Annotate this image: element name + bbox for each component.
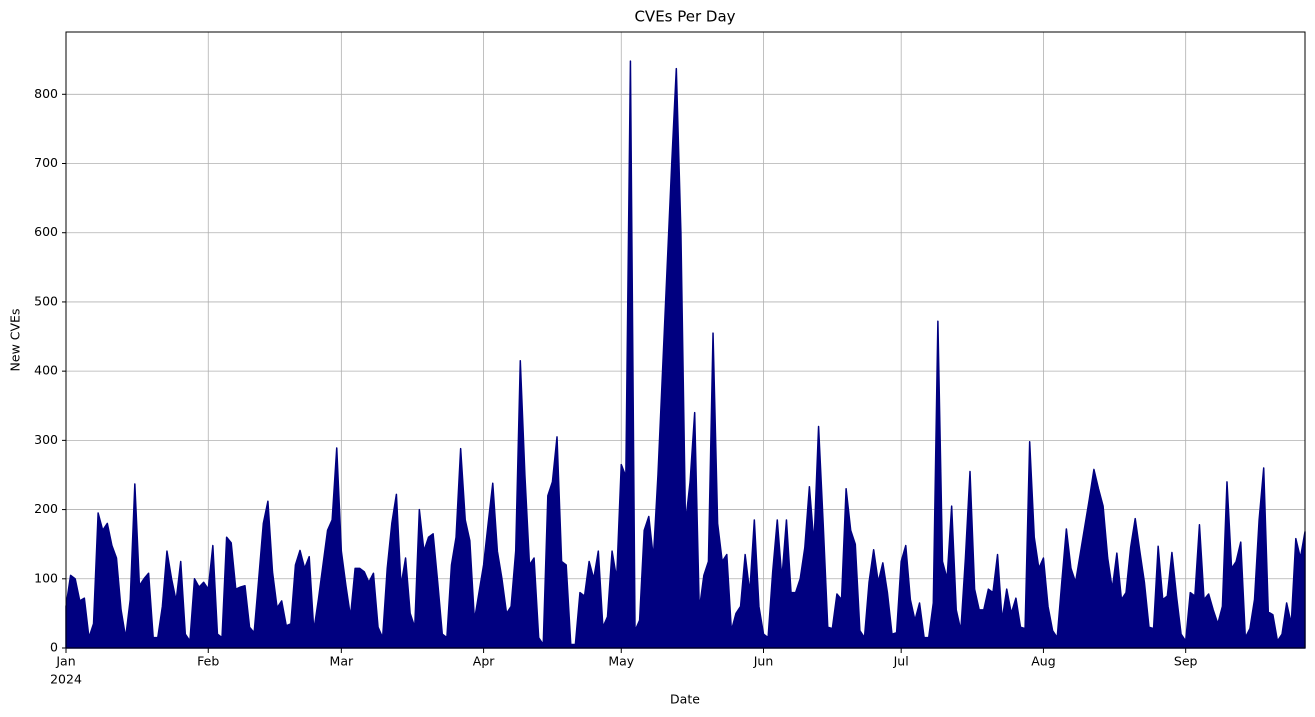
y-tick-label: 0 bbox=[50, 640, 58, 655]
plot-frame bbox=[65, 31, 1306, 649]
x-tick-label: Mar bbox=[330, 654, 354, 669]
x-year-label: 2024 bbox=[50, 672, 82, 687]
x-tick-label: Jun bbox=[753, 654, 774, 669]
y-tick-label: 100 bbox=[34, 570, 58, 585]
y-tick-label: 400 bbox=[34, 363, 58, 378]
x-tick-label: Jul bbox=[893, 654, 909, 669]
y-tick-label: 700 bbox=[34, 155, 58, 170]
y-tick-label: 600 bbox=[34, 224, 58, 239]
x-tick-label: Jan bbox=[55, 654, 75, 669]
x-tick-label: Apr bbox=[473, 654, 495, 669]
y-tick-label: 300 bbox=[34, 432, 58, 447]
y-tick-label: 800 bbox=[34, 86, 58, 101]
x-tick-label: Sep bbox=[1174, 654, 1198, 669]
x-axis-label: Date bbox=[670, 692, 700, 707]
chart-title: CVEs Per Day bbox=[634, 8, 735, 26]
x-tick-label: Feb bbox=[197, 654, 219, 669]
y-tick-label: 500 bbox=[34, 293, 58, 308]
y-tick-label: 200 bbox=[34, 501, 58, 516]
x-tick-label: Aug bbox=[1031, 654, 1055, 669]
x-tick-label: May bbox=[608, 654, 634, 669]
area bbox=[65, 60, 1306, 649]
y-axis-label: New CVEs bbox=[8, 309, 23, 372]
